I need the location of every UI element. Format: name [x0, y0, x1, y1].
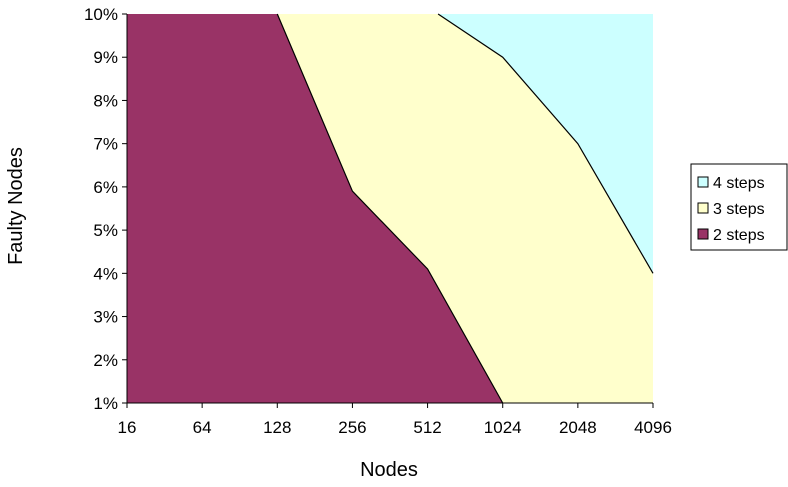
y-tick-labels: 1% 2% 3% 4% 5% 6% 7% 8% 9% 10% [84, 5, 118, 413]
y-tick-label: 4% [93, 264, 118, 283]
legend-item-4-steps: 4 steps [697, 175, 765, 192]
y-tick-label: 8% [93, 91, 118, 110]
x-tick-label: 1024 [484, 418, 522, 437]
x-tick-label: 2048 [559, 418, 597, 437]
x-tick-label: 4096 [634, 418, 672, 437]
y-tick-label: 7% [93, 135, 118, 154]
legend-item-2-steps: 2 steps [697, 227, 765, 244]
y-tick-label: 3% [93, 308, 118, 327]
x-axis-title: Nodes [360, 459, 418, 481]
axes [122, 13, 654, 408]
legend-swatch-4-steps [697, 176, 709, 188]
boundary-line-3-steps [437, 13, 654, 274]
y-tick-label: 5% [93, 221, 118, 240]
y-tick-label: 6% [93, 178, 118, 197]
x-tick-label: 16 [118, 418, 137, 437]
x-tick-label: 128 [263, 418, 291, 437]
y-tick-label: 1% [93, 394, 118, 413]
legend-label-2-steps: 2 steps [713, 227, 765, 244]
x-tick-label: 256 [338, 418, 366, 437]
y-tick-label: 9% [93, 48, 118, 67]
legend-swatch-2-steps [697, 228, 709, 240]
x-tick-labels: 16 64 128 256 512 1024 2048 4096 [118, 418, 672, 437]
legend: 4 steps 3 steps 2 steps [690, 163, 788, 251]
legend-label-4-steps: 4 steps [713, 175, 765, 192]
region-2-steps [127, 14, 503, 403]
legend-item-3-steps: 3 steps [697, 201, 765, 218]
y-axis-title: Faulty Nodes [5, 147, 27, 265]
legend-swatch-3-steps [697, 202, 709, 214]
y-tick-label: 10% [84, 5, 118, 24]
x-tick-label: 512 [413, 418, 441, 437]
x-tick-label: 64 [193, 418, 212, 437]
legend-label-3-steps: 3 steps [713, 201, 765, 218]
boundary-line-2-steps [276, 13, 504, 404]
plot-area [127, 13, 654, 404]
y-tick-label: 2% [93, 351, 118, 370]
